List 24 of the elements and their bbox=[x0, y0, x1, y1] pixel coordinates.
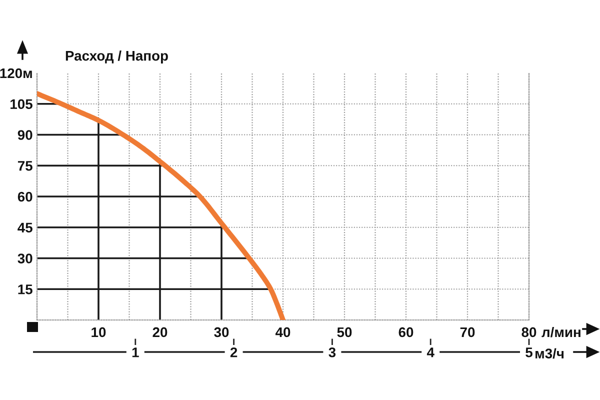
x2-tick-label: 5 bbox=[526, 348, 532, 358]
y-tick-label: 75 bbox=[18, 161, 32, 171]
x-tick-label: 40 bbox=[275, 327, 290, 338]
x2-axis-title: м3/ч bbox=[536, 348, 564, 359]
y-tick-label: 15 bbox=[18, 284, 32, 294]
x2-tick-label: 4 bbox=[426, 348, 434, 358]
x2-tick-label: 1 bbox=[132, 348, 139, 358]
x-tick-label: 60 bbox=[398, 327, 414, 338]
x-tick-label: 70 bbox=[460, 327, 475, 338]
chart-title: Расход / Напор bbox=[66, 50, 168, 64]
y-tick-label: 105 bbox=[10, 99, 32, 110]
x-tick-label: 80 bbox=[522, 327, 536, 338]
y-tick-label: 30 bbox=[18, 254, 32, 264]
x-axis-title: л/мин bbox=[542, 326, 580, 338]
x-tick-label: 50 bbox=[337, 327, 352, 338]
x-tick-label: 30 bbox=[214, 327, 229, 338]
x2-tick-label: 3 bbox=[328, 347, 336, 358]
y-tick-label: 90 bbox=[18, 130, 32, 140]
x-tick-label: 10 bbox=[92, 327, 106, 338]
x-tick-label: 20 bbox=[152, 327, 168, 338]
x2-tick-label: 2 bbox=[230, 347, 238, 358]
y-tick-label: 60 bbox=[18, 192, 32, 202]
y-tick-label: 45 bbox=[18, 222, 32, 233]
y-tick-label: 120м bbox=[0, 68, 32, 78]
